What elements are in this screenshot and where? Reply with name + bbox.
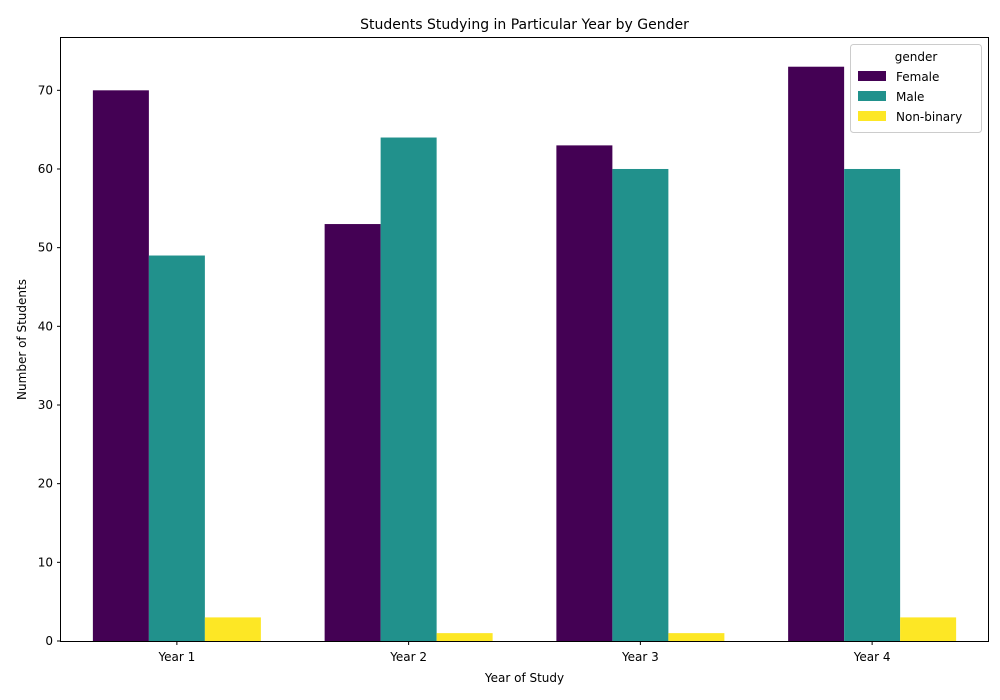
x-tick-label: Year 3 (621, 650, 659, 664)
y-axis-title: Number of Students (15, 279, 29, 400)
bar-male-year-3 (612, 168, 669, 642)
plot-frame (60, 37, 989, 642)
legend-items: Female Male Non-binary (858, 70, 962, 124)
y-tick-label: 10 (38, 555, 53, 569)
bars-group (92, 66, 957, 642)
legend-title: gender (895, 50, 938, 64)
bar-male-year-4 (844, 168, 901, 642)
x-tick-label: Year 2 (389, 650, 427, 664)
y-axis-ticks: 0 10 20 30 40 50 60 70 (38, 83, 61, 648)
legend-label-male: Male (896, 90, 924, 104)
chart-title: Students Studying in Particular Year by … (360, 17, 689, 33)
legend-swatch-female (858, 71, 886, 81)
legend-swatch-non-binary (858, 111, 886, 121)
x-axis-ticks: Year 1 Year 2 Year 3 Year 4 (157, 641, 891, 664)
x-axis-title: Year of Study (484, 671, 564, 685)
legend-label-female: Female (896, 70, 939, 84)
bar-non-binary-year-4 (900, 617, 957, 641)
y-tick-label: 60 (38, 162, 53, 176)
bar-male-year-2 (380, 137, 437, 641)
legend-frame (850, 44, 982, 133)
y-tick-label: 70 (38, 83, 53, 97)
x-tick-label: Year 4 (853, 650, 891, 664)
legend: gender Female Male Non-binary (850, 44, 982, 133)
bar-male-year-1 (148, 255, 205, 641)
y-tick-label: 40 (38, 319, 53, 333)
legend-label-non-binary: Non-binary (896, 110, 962, 124)
bar-non-binary-year-3 (668, 633, 725, 641)
legend-swatch-male (858, 91, 886, 101)
y-tick-label: 50 (38, 241, 53, 255)
y-tick-label: 20 (38, 477, 53, 491)
bar-female-year-3 (556, 145, 613, 641)
y-tick-label: 0 (45, 634, 53, 648)
bar-non-binary-year-1 (204, 617, 261, 641)
bar-female-year-1 (92, 90, 149, 641)
bar-female-year-2 (324, 224, 381, 642)
bar-non-binary-year-2 (436, 633, 493, 641)
bar-female-year-4 (788, 66, 845, 641)
y-tick-label: 30 (38, 398, 53, 412)
x-tick-label: Year 1 (157, 650, 195, 664)
